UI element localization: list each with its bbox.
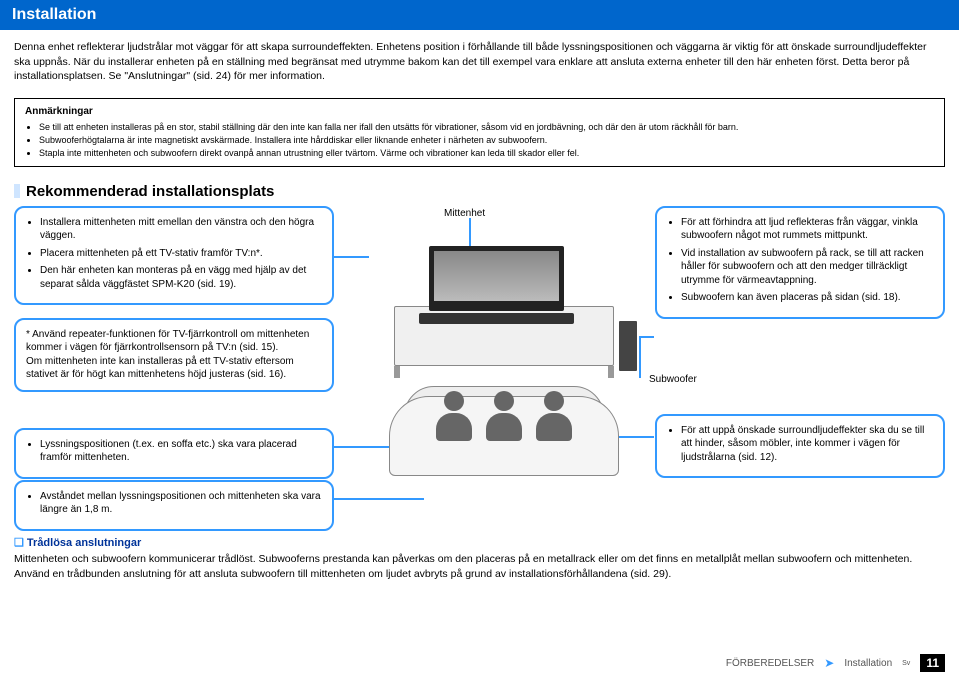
breadcrumb-1: FÖRBEREDELSER <box>726 658 814 669</box>
callout-item: Installera mittenheten mitt emellan den … <box>40 216 322 243</box>
callout-bottom-right: För att uppå önskade surroundljudeffekte… <box>655 414 945 479</box>
room-illustration <box>369 221 629 501</box>
callout-item: Vid installation av subwoofern på rack, … <box>681 247 933 288</box>
page-number: 11 <box>920 654 945 672</box>
person-icon <box>484 391 524 441</box>
callout-item: Den här enheten kan monteras på en vägg … <box>40 264 322 291</box>
callout-item: Placera mittenheten på ett TV-stativ fra… <box>40 247 322 261</box>
wireless-section: Trådlösa anslutningar Mittenheten och su… <box>14 536 945 581</box>
breadcrumb-2: Installation <box>844 658 892 669</box>
page-title: Installation <box>12 6 96 23</box>
tv-screen <box>434 251 559 301</box>
callout-item: För att förhindra att ljud reflekteras f… <box>681 216 933 243</box>
person-icon <box>434 391 474 441</box>
callout-listening-pos: Lyssningspositionen (t.ex. en soffa etc.… <box>14 428 334 479</box>
callout-top-left: Installera mittenheten mitt emellan den … <box>14 206 334 306</box>
notes-list: Se till att enheten installeras på en st… <box>25 121 934 159</box>
label-mittenhet: Mittenhet <box>444 208 485 219</box>
subwoofer-shape <box>619 321 637 371</box>
connector-line <box>334 256 369 258</box>
label-subwoofer: Subwoofer <box>649 374 697 385</box>
intro-paragraph: Denna enhet reflekterar ljudstrålar mot … <box>0 30 959 92</box>
callout-item: Subwoofern kan även placeras på sidan (s… <box>681 291 933 305</box>
connector-line <box>639 336 654 338</box>
page-footer: FÖRBEREDELSER ➤ Installation Sv 11 <box>726 654 945 672</box>
page-title-bar: Installation <box>0 0 959 30</box>
stand-leg <box>608 366 614 378</box>
person-icon <box>534 391 574 441</box>
callout-item: Avståndet mellan lyssningspositionen och… <box>40 490 322 517</box>
soundbar-shape <box>419 313 574 324</box>
wireless-heading: Trådlösa anslutningar <box>14 536 945 549</box>
chevron-right-icon: ➤ <box>824 656 834 670</box>
connector-line <box>639 336 641 378</box>
stand-leg <box>394 366 400 378</box>
note-item: Subwooferhögtalarna är inte magnetiskt a… <box>39 134 934 146</box>
notes-heading: Anmärkningar <box>25 105 934 119</box>
wireless-text: Mittenheten och subwoofern kommunicerar … <box>14 552 945 581</box>
notes-box: Anmärkningar Se till att enheten install… <box>14 98 945 167</box>
callout-top-right: För att förhindra att ljud reflekteras f… <box>655 206 945 319</box>
note-item: Stapla inte mittenheten och subwoofern d… <box>39 147 934 159</box>
lang-code: Sv <box>902 660 910 667</box>
callout-item: Lyssningspositionen (t.ex. en soffa etc.… <box>40 438 322 465</box>
diagram-area: Installera mittenheten mitt emellan den … <box>14 206 945 526</box>
section-heading: Rekommenderad installationsplats <box>0 177 959 206</box>
callout-repeater-note: * Använd repeater-funktionen för TV-fjär… <box>14 318 334 392</box>
callout-distance: Avståndet mellan lyssningspositionen och… <box>14 480 334 531</box>
note-item: Se till att enheten installeras på en st… <box>39 121 934 133</box>
callout-item: För att uppå önskade surroundljudeffekte… <box>681 424 933 465</box>
